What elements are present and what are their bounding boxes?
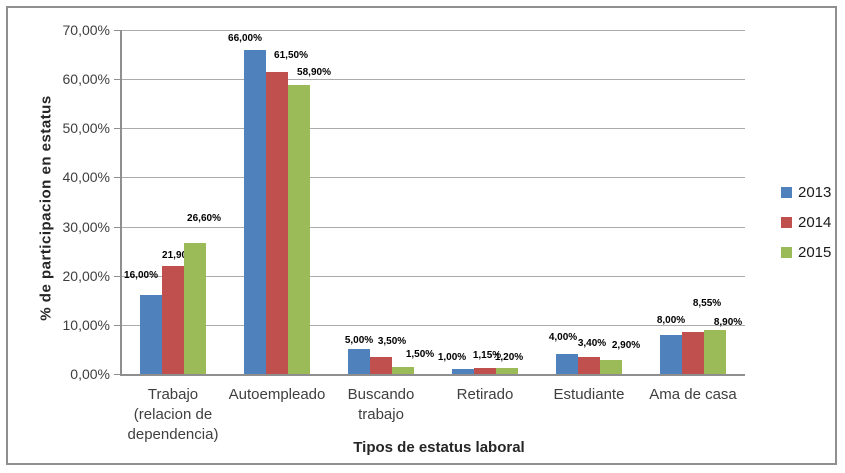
bar-2015: [184, 243, 206, 374]
bar-2013: [348, 349, 370, 374]
bar-value-label: 61,50%: [274, 49, 308, 61]
bar-2015: [704, 330, 726, 374]
bar-value-label: 4,00%: [548, 332, 578, 344]
bar-2013: [140, 295, 162, 374]
category-label: Buscando trabajo: [347, 386, 415, 423]
gridline: [121, 30, 745, 31]
y-tick-label: 70,00%: [62, 22, 110, 38]
bar-value-label: 3,50%: [377, 335, 407, 347]
bar-value-label: 1,20%: [494, 352, 524, 364]
y-tick-label: 20,00%: [62, 267, 110, 284]
y-axis-line: [120, 30, 122, 376]
y-tick-label: 0,00%: [70, 366, 110, 382]
category-label: Autoempleado: [228, 386, 326, 403]
bar-2015: [600, 359, 622, 374]
gridline: [121, 128, 745, 130]
x-axis-line: [121, 374, 745, 376]
y-axis-tick: [114, 324, 121, 326]
bar-value-label: 3,40%: [577, 338, 607, 350]
chart-frame: % de participacion en estatus Tipos de e…: [6, 6, 837, 465]
bar-2015: [496, 368, 518, 374]
bar-value-label: 66,00%: [228, 32, 262, 44]
y-tick-label: 60,00%: [62, 71, 110, 88]
category-label: Trabajo (relacion de dependencia): [127, 386, 219, 443]
category-label: Retirado: [456, 386, 514, 403]
legend-swatch-icon: [781, 216, 792, 228]
bar-2014: [162, 266, 184, 374]
bar-value-label: 8,55%: [692, 297, 722, 309]
bar-value-label: 1,50%: [405, 348, 435, 360]
bar-2014: [682, 331, 704, 374]
y-tick-label: 10,00%: [62, 316, 110, 333]
bar-2014: [578, 357, 600, 374]
bar-2013: [556, 354, 578, 374]
y-axis-tick: [114, 226, 121, 228]
x-axis-title: Tipos de estatus laboral: [353, 439, 525, 456]
bar-2013: [660, 334, 682, 374]
legend-item-2015: 2015: [781, 243, 832, 261]
bar-value-label: 2,90%: [611, 339, 641, 351]
gridline: [121, 324, 745, 326]
gridline: [121, 79, 745, 81]
legend-swatch-icon: [781, 186, 792, 198]
y-tick-label: 40,00%: [62, 169, 110, 186]
y-axis-tick: [114, 79, 121, 81]
bar-2014: [266, 71, 288, 374]
bar-value-label: 21,90%: [162, 250, 196, 262]
bar-2015: [288, 84, 310, 374]
legend-swatch-icon: [781, 246, 792, 258]
y-axis-tick: [114, 275, 121, 277]
bar-value-label: 5,00%: [344, 335, 374, 347]
bar-2014: [474, 368, 496, 374]
bar-value-label: 26,60%: [187, 213, 221, 225]
legend-label: 2015: [798, 243, 832, 261]
bar-2013: [244, 49, 266, 374]
y-axis-tick: [114, 177, 121, 179]
y-axis-tick: [114, 374, 121, 375]
legend-label: 2014: [798, 213, 832, 231]
legend-item-2014: 2014: [781, 213, 832, 231]
gridline: [121, 226, 745, 228]
gridline: [121, 177, 745, 179]
bar-2014: [370, 356, 392, 374]
bar-value-label: 8,90%: [713, 317, 743, 329]
bar-value-label: 1,00%: [437, 352, 467, 364]
y-axis-tick: [114, 128, 121, 130]
bar-value-label: 1,15%: [472, 350, 502, 362]
legend-label: 2013: [798, 183, 832, 201]
bar-2013: [452, 369, 474, 374]
bar-value-label: 58,90%: [297, 66, 331, 78]
bar-value-label: 8,00%: [656, 314, 686, 326]
legend-item-2013: 2013: [781, 183, 832, 201]
y-tick-label: 30,00%: [62, 218, 110, 235]
y-tick-label: 50,00%: [62, 120, 110, 137]
category-label: Estudiante: [553, 386, 625, 403]
category-label: Ama de casa: [649, 386, 737, 403]
bar-value-label: 16,00%: [124, 270, 158, 282]
bar-2015: [392, 366, 414, 374]
y-axis-tick: [114, 30, 121, 31]
gridline: [121, 275, 745, 277]
